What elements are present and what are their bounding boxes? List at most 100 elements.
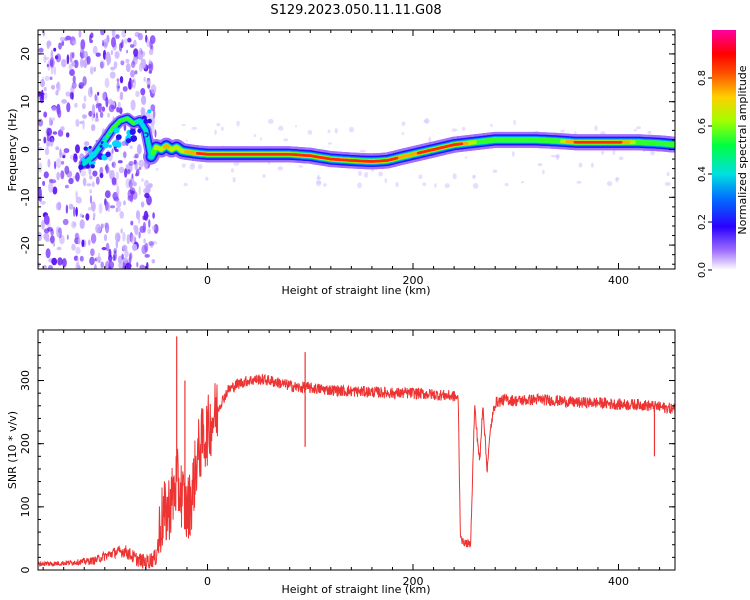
noise-blob — [110, 66, 116, 71]
noise-blob — [96, 102, 102, 107]
ridge-dot — [115, 134, 122, 141]
noise-blob — [121, 253, 124, 260]
noise-blob — [87, 86, 93, 98]
noise-blob — [146, 262, 149, 269]
noise-blob — [44, 56, 50, 61]
noise-blob — [334, 128, 338, 134]
noise-blob — [122, 231, 126, 242]
noise-blob — [130, 69, 135, 78]
noise-blob — [80, 170, 87, 177]
noise-blob — [42, 180, 45, 186]
ridge-dot — [125, 138, 132, 144]
noise-blob — [111, 105, 115, 110]
noise-blob — [138, 47, 143, 55]
noise-blob — [45, 248, 51, 259]
noise-blob — [86, 183, 92, 187]
ridge-dot — [99, 144, 103, 148]
noise-blob — [155, 167, 159, 171]
noise-blob — [197, 164, 203, 170]
noise-blob — [71, 220, 77, 229]
noise-blob — [82, 119, 85, 130]
noise-blob — [133, 48, 139, 57]
noise-blob — [61, 152, 67, 156]
noise-blob — [97, 252, 101, 261]
noise-blob — [62, 258, 67, 268]
noise-blob — [490, 123, 493, 127]
noise-blob — [109, 71, 116, 79]
noise-blob — [105, 96, 109, 108]
noise-blob — [464, 156, 468, 159]
noise-blob — [138, 185, 141, 196]
ridge-dot — [113, 127, 120, 134]
ridge-dot — [83, 146, 88, 151]
noise-blob — [82, 177, 87, 187]
noise-blob — [129, 79, 135, 83]
noise-blob — [143, 238, 146, 244]
noise-blob — [72, 40, 77, 45]
noise-blob — [277, 166, 284, 171]
y-tick-label: 200 — [19, 433, 32, 454]
snr-y-axis: 0 100 200 300 — [19, 342, 675, 574]
noise-blob — [68, 63, 73, 71]
noise-blob — [127, 37, 132, 43]
noise-blob — [89, 189, 93, 194]
noise-blob — [140, 58, 147, 69]
noise-blob — [75, 118, 80, 128]
noise-blob — [43, 136, 47, 144]
noise-blob — [143, 210, 149, 221]
noise-blob — [59, 36, 65, 42]
noise-blob — [90, 248, 95, 257]
noise-blob — [550, 154, 557, 158]
noise-blob — [40, 200, 46, 205]
noise-blob — [111, 148, 114, 154]
noise-blob — [80, 57, 84, 69]
noise-blob — [66, 234, 69, 240]
noise-blob — [43, 111, 48, 118]
noise-blob — [359, 149, 366, 153]
noise-blob — [121, 39, 124, 45]
noise-blob — [47, 265, 54, 269]
noise-blob — [113, 196, 120, 202]
noise-blob — [136, 261, 139, 268]
noise-blob — [111, 177, 117, 186]
noise-blob — [95, 223, 102, 234]
noise-blob — [89, 195, 93, 204]
noise-blob — [105, 163, 109, 174]
noise-blob — [65, 132, 70, 138]
noise-blob — [52, 242, 56, 247]
noise-blob — [56, 82, 60, 90]
noise-blob — [57, 129, 64, 137]
noise-blob — [123, 257, 128, 264]
noise-blob — [124, 249, 129, 258]
noise-blob — [260, 137, 263, 141]
ridge-segment — [393, 156, 399, 160]
ridge-dot — [130, 135, 138, 142]
x-tick-label: 0 — [204, 274, 211, 287]
noise-blob — [101, 247, 107, 251]
colorbar-gradient — [712, 30, 736, 270]
ridge-dot — [137, 128, 142, 133]
noise-blob — [93, 66, 97, 72]
colorbar: 0.0 0.2 0.4 0.6 0.8 Normalized spectral ampl… — [697, 30, 749, 278]
noise-blob — [124, 168, 128, 178]
noise-blob — [53, 66, 56, 76]
spectrogram-x-axis: 0 200 400 — [42, 30, 661, 287]
noise-blob — [104, 190, 111, 199]
noise-blob — [111, 161, 116, 169]
noise-blob — [83, 50, 88, 59]
noise-blob — [132, 77, 136, 89]
noise-blob — [52, 131, 58, 135]
noise-blob — [144, 179, 150, 188]
noise-blob — [129, 187, 136, 195]
noise-blob — [139, 264, 146, 269]
noise-blob — [75, 246, 81, 255]
noise-blob — [294, 125, 298, 128]
x-tick-label: 200 — [403, 274, 424, 287]
noise-blob — [105, 242, 110, 252]
noise-blob — [123, 200, 126, 206]
ridge-dot — [102, 141, 109, 149]
noise-blob — [102, 49, 107, 60]
noise-blob — [136, 144, 142, 155]
noise-blob — [127, 169, 131, 175]
